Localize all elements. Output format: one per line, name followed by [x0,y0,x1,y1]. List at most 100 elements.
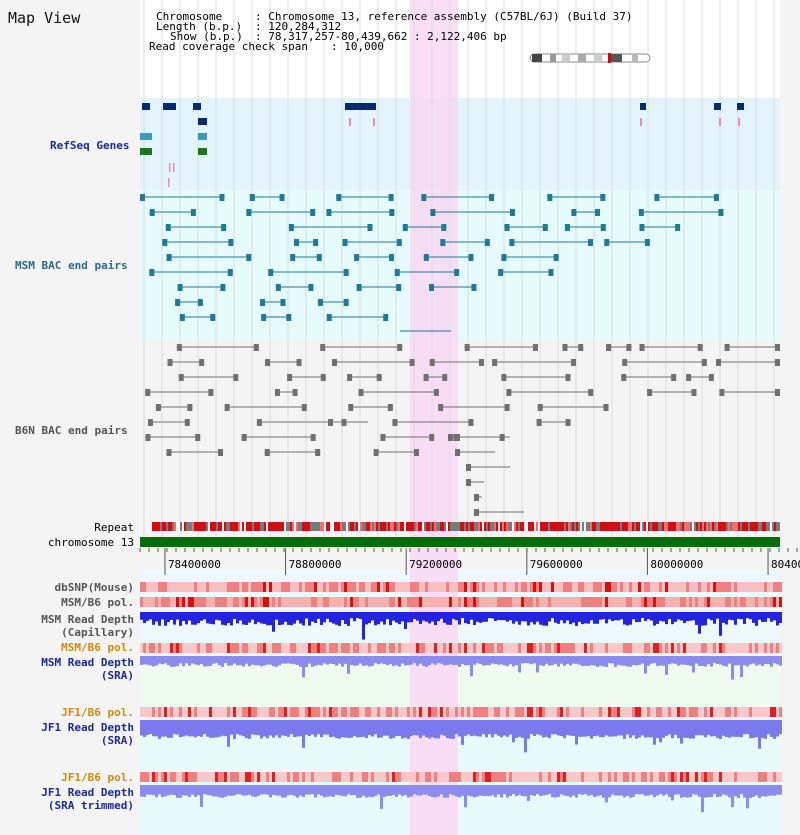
track-label-b6n-bac[interactable]: B6N BAC end pairs [15,424,128,437]
msm-depth-sra-bar [473,656,476,665]
msm-b6-pol-cell [773,597,776,607]
msm-b6-pol2-cell [599,643,602,653]
jf1-depth-sra-bar [752,720,755,739]
jf1-depth-sra-bar [176,720,179,735]
msm-bac-pair-end [326,314,332,321]
dbsnp-cell [155,582,158,592]
jf1-depth-trimmed-bar [563,785,566,796]
msm-depth-capillary-bar [575,612,578,626]
jf1-depth-trimmed-bar [671,785,674,801]
track-label-jf1-b6-pol[interactable]: JF1/B6 pol. [61,706,134,719]
msm-depth-capillary-bar [485,612,488,622]
msm-b6-pol-cell [389,597,392,607]
msm-depth-sra-bar [239,656,242,666]
track-label-chromosome: chromosome 13 [47,536,134,549]
jf1-b6-pol-cell [734,707,737,717]
track-label-dbsnp[interactable]: dbSNP(Mouse) [54,581,134,594]
jf1-b6-pol-cell [275,707,278,717]
track-label-refseq[interactable]: RefSeq Genes [50,139,130,152]
msm-bac-pair-end [336,194,342,201]
msm-depth-capillary-bar [353,612,356,622]
msm-depth-sra-bar [689,656,692,666]
msm-bac-pair-end [468,254,474,261]
jf1-b6-pol2-cell [353,772,356,782]
msm-depth-sra-bar [581,656,584,666]
track-label-jf1-depth-sra[interactable]: JF1 Read Depth [41,721,134,734]
jf1-depth-trimmed-bar [323,785,326,798]
b6n-bac-pair-end [716,359,722,366]
jf1-depth-trimmed-bar [227,785,230,796]
jf1-b6-pol-cell [359,707,362,717]
msm-b6-pol2-cell [509,643,512,653]
msm-depth-capillary-bar [224,612,227,626]
track-label-msm-bac[interactable]: MSM BAC end pairs [15,259,128,272]
refseq-gene [140,148,152,155]
jf1-b6-pol-cell [548,707,551,717]
msm-b6-pol-cell [173,597,176,607]
jf1-b6-pol2-cell [305,772,308,782]
msm-b6-pol-cell [698,597,701,607]
msm-depth-sra-bar [332,656,335,664]
jf1-depth-trimmed-bar [377,785,380,795]
msm-b6-pol-cell [212,597,215,607]
b6n-bac-pair-end [775,344,780,351]
track-label-msm-depth-capillary[interactable]: MSM Read Depth [41,613,134,626]
msm-b6-pol2-cell [533,643,536,653]
dbsnp-cell [470,582,473,592]
chromosome-ideogram[interactable] [528,52,652,64]
msm-depth-sra-bar [422,656,425,666]
msm-depth-capillary-bar [551,612,554,619]
track-label-msm-b6-pol-2[interactable]: MSM/B6 pol. [61,641,134,654]
jf1-b6-pol-cell [449,707,452,717]
msm-b6-pol-cell [575,597,578,607]
track-label-msm-b6-pol[interactable]: MSM/B6 pol. [61,596,134,609]
jf1-depth-sra-bar [584,720,587,737]
track-label-msm-depth-sra[interactable]: MSM Read Depth [41,656,134,669]
msm-b6-pol-cell [398,597,401,607]
dbsnp-cell [329,582,332,592]
msm-b6-pol2-cell [242,643,245,653]
dbsnp-cell [506,582,509,592]
jf1-b6-pol2-cell [383,772,386,782]
b6n-bac-pair-end [315,449,321,456]
jf1-b6-pol2-cell [215,772,218,782]
msm-depth-sra-bar [707,656,710,665]
jf1-b6-pol2-cell [218,772,221,782]
repeat-segment [604,522,606,531]
repeat-segment [236,522,238,531]
jf1-b6-pol2-cell [449,772,452,782]
jf1-b6-pol2-cell [188,772,191,782]
msm-depth-capillary-bar [509,612,512,621]
msm-depth-capillary-bar [275,612,278,620]
jf1-b6-pol-cell [428,707,431,717]
msm-b6-pol-cell [314,597,317,607]
b6n-bac-pair-end [474,509,479,516]
dbsnp-cell [677,582,680,592]
jf1-depth-sra-bar [446,720,449,739]
chromosome-value: : Chromosome 13, reference assembly (C57… [255,10,633,23]
jf1-depth-sra-bar [158,720,161,739]
track-label-jf1-depth-trimmed[interactable]: JF1 Read Depth [41,786,134,799]
jf1-depth-sra-bar [755,720,758,738]
msm-depth-sra-bar [608,656,611,664]
msm-b6-pol-cell [182,597,185,607]
jf1-b6-pol-cell [164,707,167,717]
msm-b6-pol2-cell [281,643,284,653]
repeat-segment [564,522,566,531]
jf1-b6-pol-cell [659,707,662,717]
repeat-segment [230,522,232,531]
jf1-depth-trimmed-bar [551,785,554,798]
dbsnp-cell [776,582,779,592]
msm-b6-pol2-cell [773,643,776,653]
jf1-depth-trimmed-bar [638,785,641,795]
jf1-b6-pol-cell [470,707,473,717]
msm-bac-pair-end [542,224,548,231]
dbsnp-cell [653,582,656,592]
msm-b6-pol2-cell [260,643,263,653]
jf1-b6-pol-cell [362,707,365,717]
jf1-depth-sra-bar [263,720,266,737]
jf1-b6-pol-cell [431,707,434,717]
jf1-depth-sra-bar [767,720,770,735]
msm-b6-pol2-cell [743,643,746,653]
track-label-jf1-b6-pol-2[interactable]: JF1/B6 pol. [61,771,134,784]
